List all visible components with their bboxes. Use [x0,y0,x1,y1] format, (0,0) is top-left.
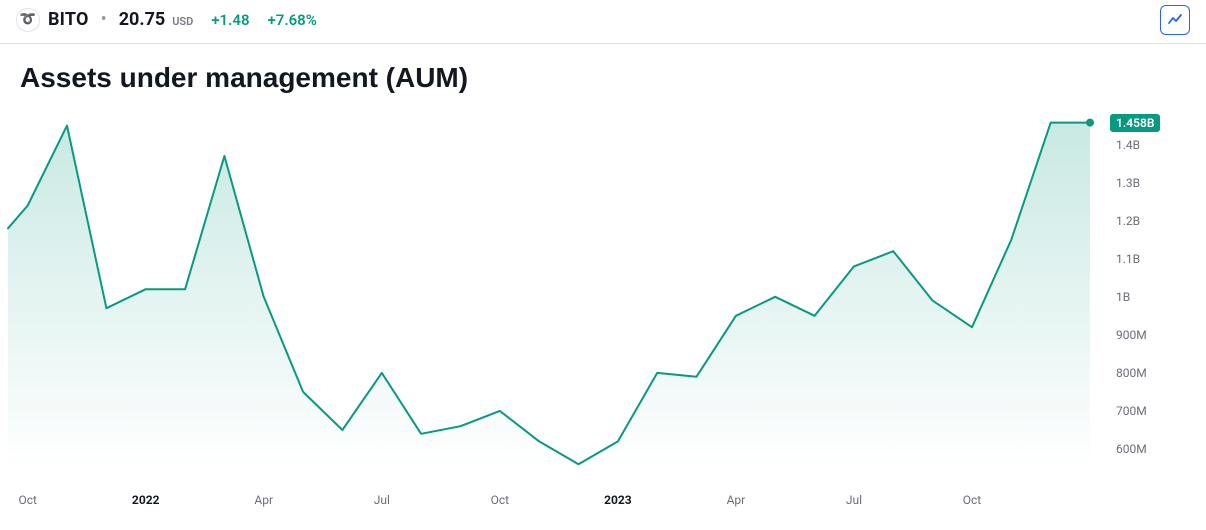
ticker-header-left: ➰ BITO • 20.75 USD +1.48 +7.68% [16,8,317,32]
ticker-header: ➰ BITO • 20.75 USD +1.48 +7.68% [0,0,1206,44]
currency-label: USD [172,15,193,28]
separator-dot: • [101,9,107,30]
chart-line-icon [1167,12,1183,28]
chart-title: Assets under management (AUM) [20,62,1186,94]
chart-svg [0,98,1206,528]
aum-chart[interactable]: 1.458B1.4B1.3B1.2B1.1B1B900M800M700M600M… [0,98,1206,528]
change-percent: +7.68% [268,11,317,29]
follow-button[interactable] [1160,5,1190,35]
change-absolute: +1.48 [211,11,249,29]
ticker-symbol[interactable]: BITO [48,9,89,30]
price-block: 20.75 USD [119,9,194,30]
last-price: 20.75 [119,9,166,30]
title-block: Assets under management (AUM) [0,44,1206,98]
ticker-logo: ➰ [16,8,40,32]
